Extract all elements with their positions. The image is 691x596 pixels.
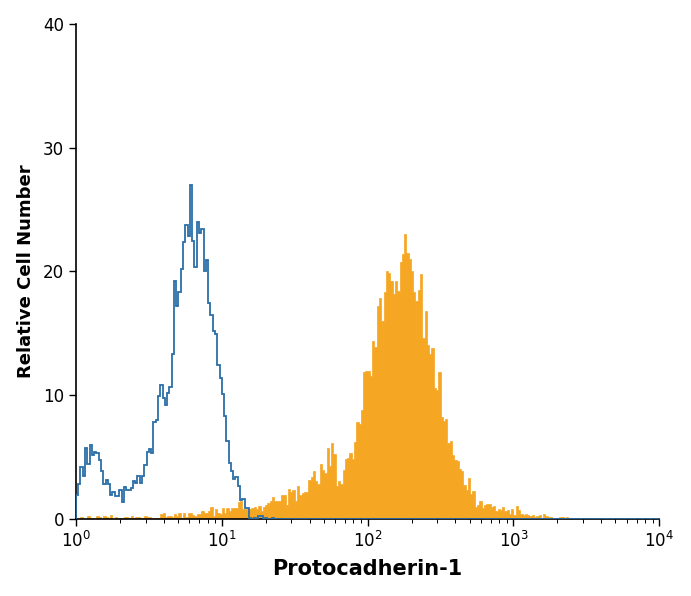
Y-axis label: Relative Cell Number: Relative Cell Number bbox=[17, 164, 35, 378]
X-axis label: Protocadherin-1: Protocadherin-1 bbox=[272, 559, 463, 579]
